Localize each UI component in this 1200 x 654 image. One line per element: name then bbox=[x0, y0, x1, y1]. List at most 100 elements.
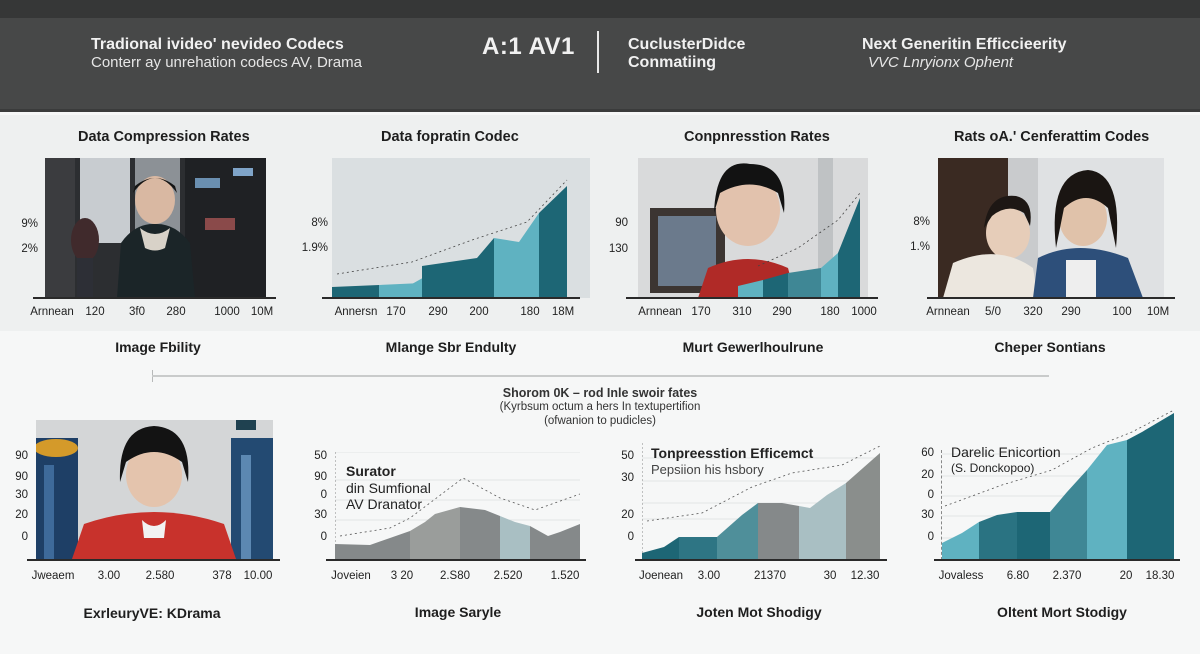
x-tick: 378 bbox=[212, 570, 232, 582]
x-tick: 100 bbox=[1112, 306, 1132, 318]
x-tick: Joenean bbox=[638, 570, 684, 582]
y-tick: 60 bbox=[921, 447, 934, 459]
x-tick: 10.00 bbox=[243, 570, 273, 582]
y-tick: 130 bbox=[608, 243, 628, 255]
x-tick: Jovaless bbox=[938, 570, 984, 582]
x-tick: 180 bbox=[820, 306, 840, 318]
y-tick: 0 bbox=[927, 531, 934, 543]
x-axis bbox=[927, 297, 1175, 299]
x-tick: 2.580 bbox=[145, 570, 175, 582]
panel-caption: Mlange Sbr Endulty bbox=[385, 339, 517, 355]
x-tick: 2.370 bbox=[1052, 570, 1082, 582]
y-tick: 0 bbox=[627, 531, 634, 543]
x-tick: 2.S80 bbox=[439, 570, 471, 582]
area-chart bbox=[642, 443, 880, 560]
x-tick: 200 bbox=[469, 306, 489, 318]
header-banner: Tradional ivideo' nevideo Codecs Conterr… bbox=[0, 18, 1200, 112]
x-tick: 6.80 bbox=[1006, 570, 1030, 582]
x-tick: Annersn bbox=[334, 306, 378, 318]
inner-title: Tonpreesstion Efficemct Pepsiion his hsb… bbox=[651, 445, 814, 477]
x-tick: Arnnean bbox=[926, 306, 970, 318]
panel-caption: Joten Mot Shodigy bbox=[696, 604, 822, 620]
x-tick: 3 20 bbox=[390, 570, 414, 582]
photo-couple bbox=[938, 158, 1164, 298]
x-tick: 18M bbox=[551, 306, 575, 318]
x-tick: 180 bbox=[520, 306, 540, 318]
x-tick: 10M bbox=[250, 306, 274, 318]
photo-man-black-jacket bbox=[45, 158, 266, 298]
panel-title: Data fopratin Codec bbox=[381, 129, 519, 145]
y-tick: 20 bbox=[15, 509, 28, 521]
x-axis bbox=[635, 559, 887, 561]
y-tick: 30 bbox=[921, 509, 934, 521]
y-tick: 90 bbox=[15, 450, 28, 462]
y-tick: 50 bbox=[314, 450, 327, 462]
next-gen-subtitle: VVC Lnryionx Ophent bbox=[868, 54, 1014, 71]
x-axis bbox=[934, 559, 1180, 561]
x-tick: 1000 bbox=[214, 306, 240, 318]
y-tick: 2% bbox=[21, 243, 38, 255]
section-divider bbox=[152, 375, 1049, 377]
x-tick: Arnnean bbox=[30, 306, 74, 318]
y-tick: 9% bbox=[21, 218, 38, 230]
traditional-subtitle: Conterr ay unrehation codecs AV, Drama bbox=[91, 54, 362, 71]
y-tick: 0 bbox=[320, 489, 327, 501]
panel-caption: Cheper Sontians bbox=[994, 339, 1106, 355]
area-chart bbox=[332, 158, 590, 298]
x-axis bbox=[33, 297, 276, 299]
panel-caption: Oltent Mort Stodigy bbox=[997, 604, 1127, 620]
header-traditional-codecs: Tradional ivideo' nevideo Codecs Conterr… bbox=[91, 35, 362, 72]
x-tick: 290 bbox=[772, 306, 792, 318]
panel-caption: Image Saryle bbox=[414, 604, 502, 620]
y-tick: 8% bbox=[913, 216, 930, 228]
x-tick: 21370 bbox=[754, 570, 786, 582]
x-tick: 20 bbox=[1119, 570, 1133, 582]
y-tick: 50 bbox=[621, 450, 634, 462]
x-tick: Joveien bbox=[331, 570, 371, 582]
traditional-title: Tradional ivideo' nevideo Codecs bbox=[91, 36, 344, 53]
x-tick: 170 bbox=[386, 306, 406, 318]
x-tick: 120 bbox=[85, 306, 105, 318]
x-tick: Jweaem bbox=[31, 570, 75, 582]
y-tick: 30 bbox=[314, 509, 327, 521]
y-tick: 0 bbox=[320, 531, 327, 543]
panel-caption: ExrleuryVE: KDrama bbox=[83, 605, 221, 621]
y-tick: 0 bbox=[21, 531, 28, 543]
panel-title: Conpnresstion Rates bbox=[684, 129, 830, 145]
photo-chart-man-red-shirt bbox=[638, 158, 868, 298]
y-tick: 30 bbox=[15, 489, 28, 501]
x-axis bbox=[322, 297, 580, 299]
photo-man-red-shirt bbox=[36, 420, 273, 559]
x-tick: 5/0 bbox=[985, 306, 1001, 318]
y-tick: 90 bbox=[314, 471, 327, 483]
y-axis-line bbox=[941, 450, 942, 560]
x-tick: 290 bbox=[1061, 306, 1081, 318]
header-separator bbox=[597, 31, 599, 73]
x-axis bbox=[626, 297, 878, 299]
x-tick: Arnnean bbox=[638, 306, 682, 318]
y-tick: 90 bbox=[615, 217, 628, 229]
y-tick: 8% bbox=[311, 217, 328, 229]
y-tick: 1.% bbox=[910, 241, 930, 253]
y-tick: 30 bbox=[621, 472, 634, 484]
y-tick: 20 bbox=[621, 509, 634, 521]
x-axis bbox=[27, 559, 280, 561]
x-tick: 18.30 bbox=[1145, 570, 1175, 582]
x-axis bbox=[326, 559, 586, 561]
x-tick: 3f0 bbox=[129, 306, 145, 318]
x-tick: 10M bbox=[1146, 306, 1170, 318]
x-tick: 320 bbox=[1023, 306, 1043, 318]
x-tick: 30 bbox=[823, 570, 837, 582]
divider-note-title: Shorom 0K – rod Inle swoir fates bbox=[502, 386, 698, 400]
area-chart bbox=[942, 410, 1174, 560]
x-tick: 3.00 bbox=[97, 570, 121, 582]
cluster-title: CuclusterDidce bbox=[628, 36, 746, 53]
av1-label: A:1 AV1 bbox=[482, 33, 575, 60]
inner-title: Surator din Sumfional AV Dranator bbox=[346, 463, 431, 512]
top-bar bbox=[0, 0, 1200, 18]
y-tick: 20 bbox=[921, 469, 934, 481]
next-gen-title: Next Generitin Efficcieerity bbox=[862, 36, 1067, 53]
x-tick: 3.00 bbox=[697, 570, 721, 582]
panel-caption: Murt Gewerlhoulrune bbox=[682, 339, 824, 355]
cluster-subtitle: Conmatiing bbox=[628, 54, 716, 71]
